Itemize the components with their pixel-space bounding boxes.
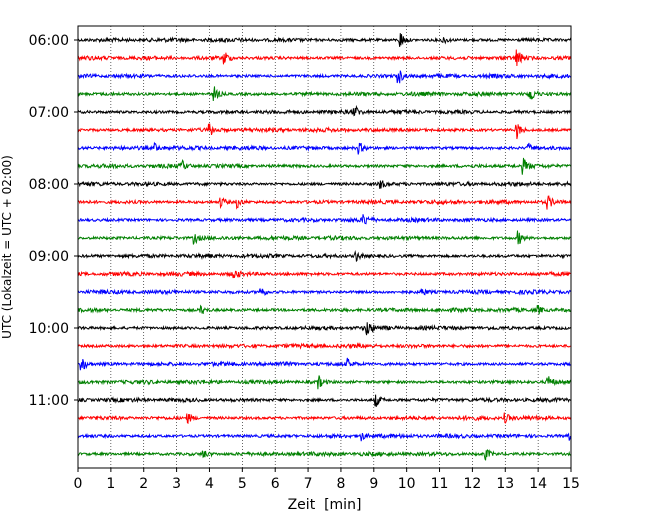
seismic-trace — [77, 195, 572, 210]
y-tick-label: 11:00 — [29, 393, 69, 409]
x-tick-label: 12 — [463, 476, 481, 492]
seismic-trace — [77, 86, 572, 102]
x-tick-label: 1 — [106, 476, 115, 492]
x-tick-label: 3 — [172, 476, 181, 492]
seismic-trace — [77, 180, 572, 189]
seismic-trace — [77, 270, 572, 279]
y-axis-ticks: 06:00 07:00 08:00 09:00 10:00 11:00 — [29, 33, 78, 409]
x-tick-label: 0 — [74, 476, 83, 492]
seismic-trace — [77, 449, 572, 461]
seismic-trace — [77, 322, 571, 336]
y-tick-label: 10:00 — [29, 321, 69, 337]
y-tick-label: 06:00 — [29, 33, 69, 49]
x-tick-label: 6 — [271, 476, 280, 492]
x-tick-label: 10 — [398, 476, 416, 492]
seismic-traces — [77, 33, 572, 461]
x-axis-ticks: 0 1 2 3 4 5 6 7 8 9 10 11 12 13 14 15 — [74, 468, 580, 492]
seismic-trace — [77, 357, 572, 371]
seismic-trace — [77, 250, 572, 263]
x-tick-label: 15 — [562, 476, 580, 492]
y-tick-label: 08:00 — [29, 177, 69, 193]
seismic-trace — [77, 33, 572, 47]
seismic-trace — [77, 287, 572, 296]
seismic-trace — [77, 230, 572, 245]
x-tick-label: 13 — [496, 476, 514, 492]
seismic-trace — [77, 375, 572, 390]
x-tick-label: 4 — [205, 476, 214, 492]
y-tick-label: 09:00 — [29, 249, 69, 265]
x-tick-label: 14 — [529, 476, 547, 492]
plot-frame — [77, 25, 572, 469]
seismic-trace — [77, 394, 572, 407]
seismic-trace — [77, 104, 572, 117]
y-tick-label: 07:00 — [29, 105, 69, 121]
x-axis-label: Zeit [min] — [288, 497, 362, 513]
x-tick-label: 11 — [431, 476, 449, 492]
seismic-trace — [77, 49, 572, 67]
seismic-trace — [77, 157, 572, 175]
x-tick-label: 2 — [139, 476, 148, 492]
y-axis-label: UTC (Lokalzeit = UTC + 02:00) — [0, 155, 14, 339]
seismic-trace — [77, 432, 572, 442]
seismic-trace — [77, 342, 571, 350]
seismic-trace — [77, 304, 572, 315]
seismic-trace — [77, 412, 572, 424]
x-tick-label: 5 — [238, 476, 247, 492]
seismic-trace — [77, 214, 572, 225]
x-tick-label: 8 — [336, 476, 345, 492]
x-tick-label: 9 — [369, 476, 378, 492]
x-tick-label: 7 — [304, 476, 313, 492]
seismic-trace — [77, 123, 572, 140]
seismic-trace — [77, 70, 572, 84]
seismic-trace — [77, 141, 572, 155]
